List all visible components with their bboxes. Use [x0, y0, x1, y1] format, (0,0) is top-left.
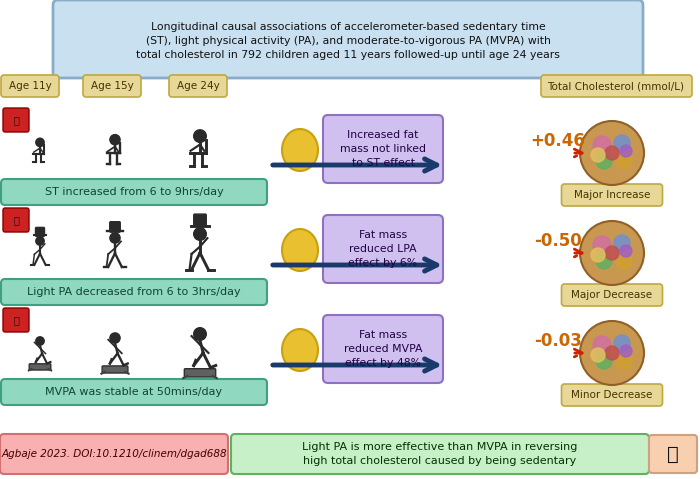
Circle shape: [605, 146, 619, 160]
FancyBboxPatch shape: [1, 179, 267, 205]
Text: ST increased from 6 to 9hrs/day: ST increased from 6 to 9hrs/day: [45, 187, 223, 197]
Circle shape: [591, 148, 605, 162]
FancyBboxPatch shape: [102, 366, 128, 373]
Circle shape: [591, 348, 605, 362]
Circle shape: [616, 353, 632, 369]
FancyBboxPatch shape: [323, 115, 443, 183]
FancyBboxPatch shape: [3, 308, 29, 332]
FancyBboxPatch shape: [561, 184, 662, 206]
Circle shape: [36, 237, 44, 245]
FancyBboxPatch shape: [561, 384, 662, 406]
Text: Light PA decreased from 6 to 3hrs/day: Light PA decreased from 6 to 3hrs/day: [27, 287, 241, 297]
Text: 📡: 📡: [13, 215, 19, 225]
FancyBboxPatch shape: [649, 435, 697, 473]
Text: Light PA is more effective than MVPA in reversing
high total cholesterol caused : Light PA is more effective than MVPA in …: [302, 443, 578, 466]
FancyBboxPatch shape: [36, 228, 45, 237]
Text: Agbaje 2023. DOI:10.1210/clinem/dgad688: Agbaje 2023. DOI:10.1210/clinem/dgad688: [1, 449, 227, 459]
Ellipse shape: [282, 129, 318, 171]
FancyBboxPatch shape: [0, 434, 228, 474]
FancyBboxPatch shape: [323, 215, 443, 283]
Text: 📡: 📡: [13, 315, 19, 325]
Text: Minor Decrease: Minor Decrease: [571, 390, 652, 400]
Circle shape: [580, 321, 644, 385]
FancyBboxPatch shape: [1, 379, 267, 405]
Text: Longitudinal causal associations of accelerometer-based sedentary time
(ST), lig: Longitudinal causal associations of acce…: [136, 22, 560, 60]
FancyBboxPatch shape: [169, 75, 227, 97]
Circle shape: [110, 135, 120, 145]
FancyBboxPatch shape: [323, 315, 443, 383]
Circle shape: [616, 253, 632, 269]
FancyBboxPatch shape: [1, 75, 59, 97]
Circle shape: [591, 248, 605, 262]
Text: MVPA was stable at 50mins/day: MVPA was stable at 50mins/day: [46, 387, 223, 397]
Text: Age 15y: Age 15y: [90, 81, 134, 91]
Circle shape: [593, 136, 611, 154]
Text: Fat mass
reduced LPA
effect by 6%: Fat mass reduced LPA effect by 6%: [349, 230, 418, 268]
Ellipse shape: [282, 329, 318, 371]
Circle shape: [596, 253, 612, 269]
FancyBboxPatch shape: [1, 279, 267, 305]
Circle shape: [620, 345, 632, 357]
Circle shape: [580, 221, 644, 285]
Text: -0.03: -0.03: [534, 332, 582, 350]
Circle shape: [593, 336, 611, 354]
Circle shape: [616, 153, 632, 169]
FancyBboxPatch shape: [231, 434, 649, 474]
Circle shape: [593, 236, 611, 254]
Text: +0.46: +0.46: [531, 132, 585, 150]
Circle shape: [36, 138, 44, 147]
FancyBboxPatch shape: [29, 364, 51, 370]
Circle shape: [605, 346, 619, 360]
Circle shape: [620, 245, 632, 257]
FancyBboxPatch shape: [184, 369, 216, 377]
Circle shape: [614, 235, 630, 251]
Circle shape: [614, 335, 630, 351]
Circle shape: [620, 145, 632, 157]
Circle shape: [194, 228, 206, 240]
Text: 🫀: 🫀: [667, 445, 679, 464]
Text: Total Cholesterol (mmol/L): Total Cholesterol (mmol/L): [547, 81, 685, 91]
Text: Increased fat
mass not linked
to ST effect: Increased fat mass not linked to ST effe…: [340, 130, 426, 168]
FancyBboxPatch shape: [561, 284, 662, 306]
Text: -0.50: -0.50: [534, 232, 582, 250]
Circle shape: [614, 135, 630, 151]
FancyBboxPatch shape: [83, 75, 141, 97]
Circle shape: [596, 353, 612, 369]
Text: Age 24y: Age 24y: [176, 81, 219, 91]
Text: Fat mass
reduced MVPA
effect by 48%: Fat mass reduced MVPA effect by 48%: [344, 331, 422, 367]
Circle shape: [36, 337, 44, 345]
FancyBboxPatch shape: [110, 222, 120, 232]
Circle shape: [110, 233, 120, 243]
Circle shape: [110, 333, 120, 343]
Circle shape: [194, 328, 206, 340]
Ellipse shape: [282, 229, 318, 271]
FancyBboxPatch shape: [53, 0, 643, 78]
Text: Major Decrease: Major Decrease: [571, 290, 652, 300]
Circle shape: [596, 153, 612, 169]
Circle shape: [580, 121, 644, 185]
FancyBboxPatch shape: [194, 214, 206, 227]
Circle shape: [605, 246, 619, 260]
Text: 📡: 📡: [13, 115, 19, 125]
Text: Major Increase: Major Increase: [574, 190, 650, 200]
FancyBboxPatch shape: [3, 208, 29, 232]
Circle shape: [194, 130, 206, 142]
FancyBboxPatch shape: [541, 75, 692, 97]
Text: Age 11y: Age 11y: [8, 81, 51, 91]
FancyBboxPatch shape: [3, 108, 29, 132]
